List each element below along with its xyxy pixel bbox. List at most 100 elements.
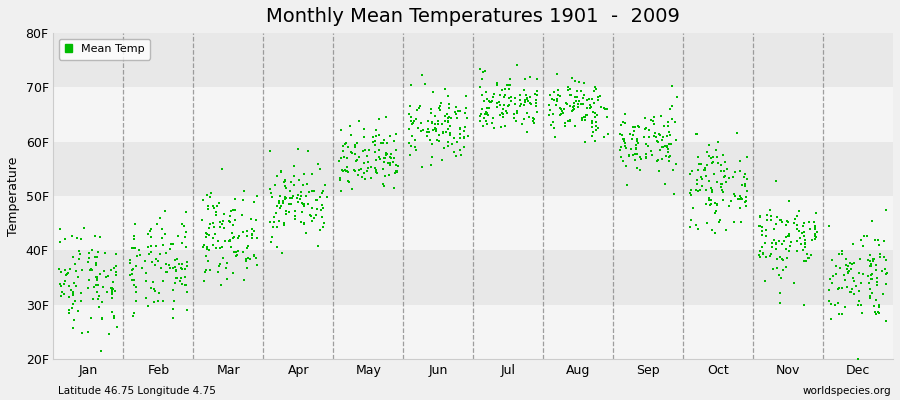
Point — [705, 160, 719, 166]
Point — [629, 146, 643, 153]
Point — [475, 123, 490, 129]
Point — [857, 233, 871, 239]
Point — [429, 126, 444, 132]
Point — [310, 243, 325, 250]
Point — [716, 188, 731, 195]
Point — [339, 155, 354, 162]
Point — [577, 114, 591, 120]
Point — [158, 269, 173, 275]
Point — [302, 188, 317, 195]
Point — [624, 146, 638, 152]
Point — [376, 140, 391, 146]
Point — [372, 131, 386, 138]
Point — [381, 151, 395, 158]
Point — [832, 285, 846, 291]
Point — [169, 274, 184, 281]
Point — [109, 251, 123, 258]
Point — [426, 126, 440, 133]
Point — [441, 119, 455, 125]
Point — [202, 221, 217, 228]
Point — [419, 133, 434, 140]
Point — [709, 147, 724, 154]
Point — [849, 283, 863, 290]
Point — [458, 110, 473, 116]
Point — [148, 288, 162, 294]
Point — [436, 121, 450, 127]
Point — [669, 137, 683, 143]
Point — [796, 258, 811, 264]
Point — [740, 153, 754, 160]
Point — [477, 114, 491, 121]
Point — [86, 295, 100, 302]
Point — [561, 117, 575, 124]
Point — [690, 226, 705, 232]
Point — [714, 168, 728, 175]
Point — [808, 223, 823, 229]
Point — [728, 193, 742, 199]
Point — [486, 115, 500, 121]
Point — [144, 226, 158, 232]
Point — [129, 284, 143, 290]
Point — [501, 103, 516, 110]
Point — [779, 218, 794, 224]
Point — [272, 200, 286, 206]
Point — [550, 98, 564, 104]
Point — [758, 240, 772, 247]
Point — [154, 264, 168, 271]
Point — [163, 246, 177, 252]
Point — [734, 218, 748, 225]
Point — [277, 222, 292, 228]
Point — [313, 166, 328, 172]
Point — [288, 216, 302, 223]
Point — [416, 127, 430, 134]
Point — [180, 258, 194, 265]
Point — [550, 71, 564, 78]
Point — [336, 148, 350, 155]
Point — [139, 278, 153, 284]
Point — [794, 240, 808, 247]
Point — [655, 156, 670, 162]
Point — [388, 162, 402, 168]
Point — [81, 285, 95, 292]
Point — [479, 89, 493, 95]
Point — [518, 75, 532, 82]
Point — [243, 256, 257, 263]
Point — [231, 248, 246, 254]
Point — [526, 118, 540, 125]
Point — [352, 118, 366, 124]
Point — [700, 162, 715, 168]
Point — [166, 315, 180, 322]
Point — [443, 130, 457, 136]
Point — [824, 316, 838, 322]
Point — [835, 251, 850, 257]
Point — [144, 243, 158, 250]
Point — [684, 187, 698, 193]
Point — [104, 284, 119, 291]
Point — [90, 274, 104, 280]
Point — [629, 136, 643, 142]
Point — [179, 244, 194, 250]
Point — [345, 132, 359, 138]
Point — [497, 94, 511, 100]
Point — [879, 270, 894, 276]
Point — [368, 138, 382, 144]
Point — [755, 251, 770, 258]
Point — [639, 125, 653, 132]
Point — [366, 139, 381, 146]
Point — [504, 97, 518, 104]
Point — [616, 158, 631, 164]
Point — [685, 168, 699, 174]
Point — [639, 154, 653, 161]
Point — [142, 251, 157, 257]
Point — [823, 276, 837, 282]
Point — [824, 280, 839, 286]
Point — [201, 203, 215, 209]
Point — [441, 138, 455, 145]
Point — [405, 133, 419, 140]
Point — [276, 200, 291, 206]
Point — [697, 167, 711, 173]
Point — [151, 290, 166, 296]
Point — [791, 228, 806, 234]
Point — [683, 224, 698, 230]
Point — [638, 115, 652, 121]
